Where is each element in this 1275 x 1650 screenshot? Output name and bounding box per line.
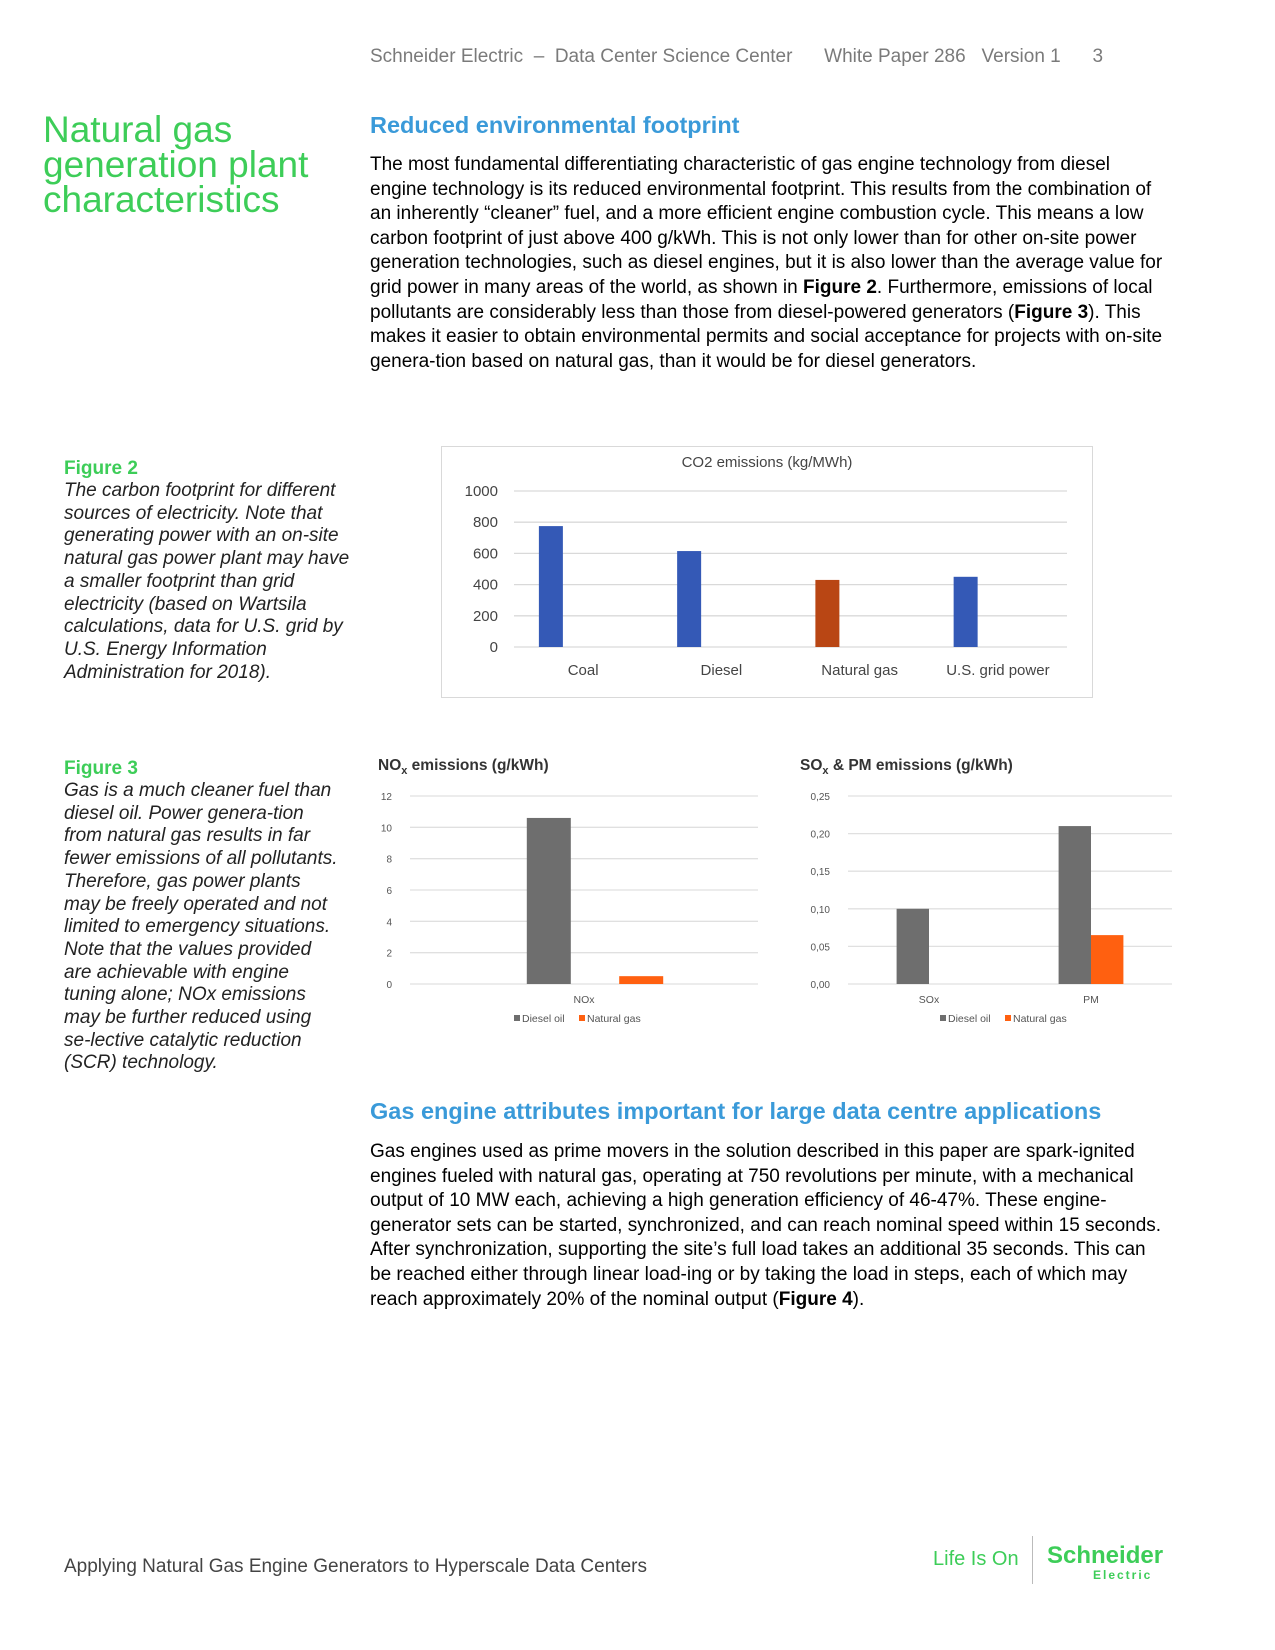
bar-u-s-grid-power bbox=[953, 576, 978, 647]
nox-chart: NOx emissions (g/kWh) 0 2 4 6 8 10 12 NOx Diesel … bbox=[378, 757, 758, 1025]
figure2-label: Figure 2 bbox=[64, 458, 138, 479]
bar-natural-gas-pm bbox=[1091, 935, 1124, 984]
y-tick-label: 2 bbox=[386, 949, 392, 960]
bar-natural-gas bbox=[815, 579, 840, 647]
figure2-caption: The carbon footprint for different sourc… bbox=[64, 480, 350, 683]
page-number: 3 bbox=[1092, 46, 1104, 67]
figure-ref: Figure 2 bbox=[803, 276, 877, 298]
legend-swatch bbox=[1005, 1015, 1011, 1021]
figure3-label: Figure 3 bbox=[64, 758, 138, 779]
bar-diesel-oil-pm bbox=[1058, 826, 1091, 984]
legend-label: Diesel oil bbox=[948, 1013, 991, 1025]
figure3-caption: Gas is a much cleaner fuel than diesel o… bbox=[64, 780, 338, 1074]
logo-divider bbox=[1032, 1536, 1033, 1584]
x-tick-label: U.S. grid power bbox=[946, 662, 1049, 679]
tagline: Life Is On bbox=[933, 1548, 1019, 1570]
y-tick-label: 4 bbox=[386, 917, 392, 928]
y-tick-label: 0,15 bbox=[811, 867, 831, 878]
brand-name: Schneider bbox=[1047, 1542, 1164, 1569]
section-body-environment: The most fundamental differentiating cha… bbox=[370, 153, 1170, 374]
y-tick-label: 1000 bbox=[465, 483, 498, 500]
y-tick-label: 200 bbox=[473, 608, 498, 625]
header-separator: – bbox=[533, 46, 545, 67]
legend-label: Diesel oil bbox=[522, 1013, 565, 1025]
legend-swatch bbox=[514, 1015, 520, 1021]
section-body-attributes: Gas engines used as prime movers in the … bbox=[370, 1140, 1170, 1312]
figure-ref: Figure 3 bbox=[1014, 301, 1089, 323]
section-heading-environment: Reduced environmental footprint bbox=[370, 112, 740, 138]
y-tick-label: 6 bbox=[386, 886, 392, 897]
y-tick-label: 0 bbox=[386, 980, 392, 991]
y-tick-label: 400 bbox=[473, 577, 498, 594]
bar-coal bbox=[538, 526, 563, 647]
text: ). bbox=[852, 1288, 865, 1310]
chart-title: NOx emissions (g/kWh) bbox=[378, 757, 549, 777]
chart-title: CO2 emissions (kg/MWh) bbox=[682, 454, 853, 471]
footer-title: Applying Natural Gas Engine Generators t… bbox=[64, 1556, 647, 1577]
x-tick-label: SOx bbox=[919, 994, 940, 1006]
x-tick-label: Diesel bbox=[701, 662, 743, 679]
y-tick-label: 800 bbox=[473, 514, 498, 531]
side-title: Natural gas generation plant characteris… bbox=[43, 109, 309, 220]
bar-diesel-oil-nox bbox=[526, 817, 571, 984]
bar-diesel-oil-sox bbox=[896, 908, 929, 984]
text: The most fundamental differentiating cha… bbox=[370, 154, 1163, 298]
legend-swatch bbox=[940, 1015, 946, 1021]
x-tick-label: NOx bbox=[574, 994, 596, 1006]
y-tick-label: 0 bbox=[490, 639, 498, 656]
y-tick-label: 12 bbox=[381, 792, 393, 803]
text: ). This makes it easier to obtain enviro… bbox=[370, 301, 1163, 372]
header-version: Version 1 bbox=[981, 46, 1061, 67]
co2-chart-svg: CO2 emissions (kg/MWh) 0 200 400 600 800 1000 C… bbox=[465, 454, 1067, 679]
header-company: Schneider Electric bbox=[370, 46, 524, 67]
y-tick-label: 0,05 bbox=[811, 942, 831, 953]
y-tick-label: 8 bbox=[386, 855, 392, 866]
schneider-logo: Life Is On Schneider Electric bbox=[933, 1536, 1173, 1596]
text: . Furthermore, emissions of local pollut… bbox=[370, 276, 1153, 323]
y-tick-label: 0,10 bbox=[811, 905, 831, 916]
legend-label: Natural gas bbox=[587, 1013, 641, 1025]
y-tick-label: 0,00 bbox=[811, 980, 831, 991]
figure-ref: Figure 4 bbox=[778, 1288, 853, 1310]
header-paper: White Paper 286 bbox=[824, 46, 966, 67]
x-tick-label: PM bbox=[1083, 994, 1099, 1006]
x-tick-label: Coal bbox=[568, 662, 599, 679]
y-tick-label: 10 bbox=[381, 823, 393, 834]
text: Gas engines used as prime movers in the … bbox=[370, 1141, 1162, 1310]
bar-natural-gas-nox bbox=[619, 976, 664, 984]
y-tick-label: 0,25 bbox=[811, 792, 831, 803]
bar-diesel bbox=[677, 551, 702, 647]
legend-swatch bbox=[579, 1015, 585, 1021]
x-tick-label: Natural gas bbox=[821, 662, 898, 679]
co2-chart: CO2 emissions (kg/MWh) 0 200 400 600 800 1000 C… bbox=[441, 446, 1093, 698]
y-tick-label: 0,20 bbox=[811, 830, 831, 841]
header-center: Data Center Science Center bbox=[554, 46, 793, 67]
brand-sub: Electric bbox=[1093, 1568, 1153, 1582]
y-tick-label: 600 bbox=[473, 545, 498, 562]
sox-pm-chart: SOx & PM emissions (g/kWh) 0,00 0,05 0,10 0,… bbox=[800, 757, 1172, 1025]
legend-label: Natural gas bbox=[1013, 1013, 1067, 1025]
chart-title: SOx & PM emissions (g/kWh) bbox=[800, 757, 1013, 777]
section-heading-attributes: Gas engine attributes important for larg… bbox=[370, 1098, 1102, 1124]
page-header: Schneider Electric – Data Center Science… bbox=[370, 46, 1103, 68]
